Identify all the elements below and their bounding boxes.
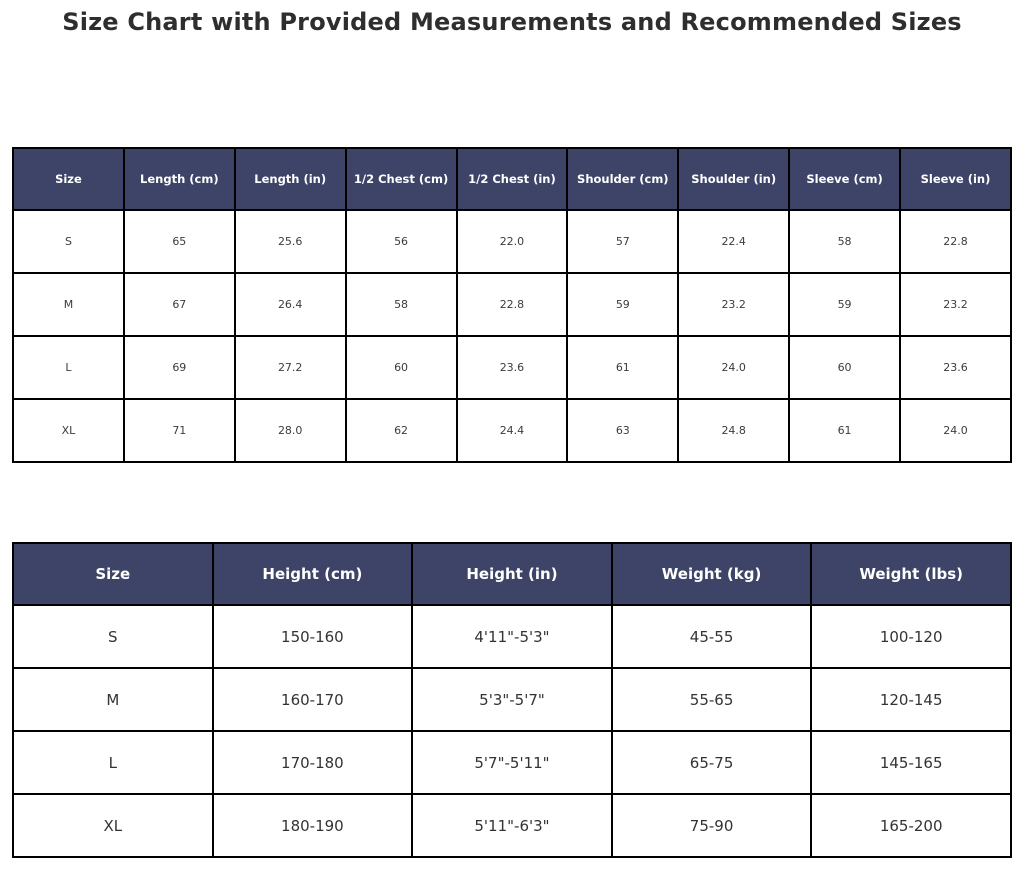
data-cell: L (12, 730, 214, 795)
data-cell: 100-120 (810, 604, 1012, 669)
data-cell: 170-180 (211, 730, 414, 795)
data-cell: 24.0 (677, 335, 791, 400)
data-cell: M (12, 667, 214, 732)
data-cell: 23.2 (899, 272, 1012, 337)
header-cell-height-in: Height (in) (411, 542, 613, 606)
header-cell-weight-lbs: Weight (lbs) (810, 542, 1012, 606)
data-cell: 56 (344, 209, 458, 274)
data-cell: 55-65 (610, 667, 813, 732)
data-cell: 150-160 (211, 604, 414, 669)
recommended-header-row: Size Height (cm) Height (in) Weight (kg)… (12, 542, 1012, 606)
data-cell: 145-165 (810, 730, 1012, 795)
table-row-m: M 160-170 5'3"-5'7" 55-65 120-145 (12, 667, 1012, 732)
header-cell-length-cm: Length (cm) (122, 147, 236, 211)
data-cell: 45-55 (610, 604, 813, 669)
data-cell: 62 (344, 398, 458, 463)
data-cell: 58 (344, 272, 458, 337)
table-row-s: S 150-160 4'11"-5'3" 45-55 100-120 (12, 604, 1012, 669)
data-cell: 120-145 (810, 667, 1012, 732)
measurements-header-row: Size Length (cm) Length (in) 1/2 Chest (… (12, 147, 1012, 211)
data-cell: 61 (566, 335, 680, 400)
header-cell-length-in: Length (in) (233, 147, 347, 211)
data-cell: 57 (566, 209, 680, 274)
table-row-m: M 67 26.4 58 22.8 59 23.2 59 23.2 (12, 272, 1012, 337)
data-cell: 160-170 (211, 667, 414, 732)
data-cell: 23.6 (899, 335, 1012, 400)
data-cell: 22.4 (677, 209, 791, 274)
data-cell: 24.0 (899, 398, 1012, 463)
table-row-l: L 170-180 5'7"-5'11" 65-75 145-165 (12, 730, 1012, 795)
data-cell: XL (12, 398, 125, 463)
measurements-table: Size Length (cm) Length (in) 1/2 Chest (… (12, 147, 1012, 463)
header-cell-sleeve-cm: Sleeve (cm) (788, 147, 901, 211)
data-cell: 28.0 (233, 398, 347, 463)
table-row-s: S 65 25.6 56 22.0 57 22.4 58 22.8 (12, 209, 1012, 274)
data-cell: 63 (566, 398, 680, 463)
data-cell: 24.8 (677, 398, 791, 463)
data-cell: 25.6 (233, 209, 347, 274)
data-cell: 58 (788, 209, 901, 274)
data-cell: 22.0 (455, 209, 569, 274)
data-cell: 60 (788, 335, 901, 400)
data-cell: 5'3"-5'7" (411, 667, 613, 732)
data-cell: 65 (122, 209, 236, 274)
data-cell: L (12, 335, 125, 400)
data-cell: 165-200 (810, 793, 1012, 858)
data-cell: 71 (122, 398, 236, 463)
data-cell: 5'11"-6'3" (411, 793, 613, 858)
recommended-sizes-table: Size Height (cm) Height (in) Weight (kg)… (12, 542, 1012, 858)
header-cell-size: Size (12, 147, 125, 211)
data-cell: 4'11"-5'3" (411, 604, 613, 669)
header-cell-weight-kg: Weight (kg) (610, 542, 813, 606)
header-cell-half-chest-cm: 1/2 Chest (cm) (344, 147, 458, 211)
table-row-xl: XL 71 28.0 62 24.4 63 24.8 61 24.0 (12, 398, 1012, 463)
table-row-xl: XL 180-190 5'11"-6'3" 75-90 165-200 (12, 793, 1012, 858)
data-cell: 59 (788, 272, 901, 337)
data-cell: 24.4 (455, 398, 569, 463)
data-cell: 75-90 (610, 793, 813, 858)
data-cell: 60 (344, 335, 458, 400)
data-cell: 26.4 (233, 272, 347, 337)
data-cell: 61 (788, 398, 901, 463)
data-cell: 69 (122, 335, 236, 400)
table-row-l: L 69 27.2 60 23.6 61 24.0 60 23.6 (12, 335, 1012, 400)
data-cell: 22.8 (455, 272, 569, 337)
data-cell: M (12, 272, 125, 337)
data-cell: S (12, 604, 214, 669)
data-cell: 23.2 (677, 272, 791, 337)
header-cell-shoulder-in: Shoulder (in) (677, 147, 791, 211)
data-cell: S (12, 209, 125, 274)
header-cell-sleeve-in: Sleeve (in) (899, 147, 1012, 211)
header-cell-size: Size (12, 542, 214, 606)
data-cell: 65-75 (610, 730, 813, 795)
page-title: Size Chart with Provided Measurements an… (62, 8, 962, 36)
data-cell: 5'7"-5'11" (411, 730, 613, 795)
data-cell: 67 (122, 272, 236, 337)
header-cell-half-chest-in: 1/2 Chest (in) (455, 147, 569, 211)
data-cell: 22.8 (899, 209, 1012, 274)
data-cell: 180-190 (211, 793, 414, 858)
data-cell: XL (12, 793, 214, 858)
header-cell-height-cm: Height (cm) (211, 542, 414, 606)
data-cell: 23.6 (455, 335, 569, 400)
header-cell-shoulder-cm: Shoulder (cm) (566, 147, 680, 211)
data-cell: 27.2 (233, 335, 347, 400)
data-cell: 59 (566, 272, 680, 337)
